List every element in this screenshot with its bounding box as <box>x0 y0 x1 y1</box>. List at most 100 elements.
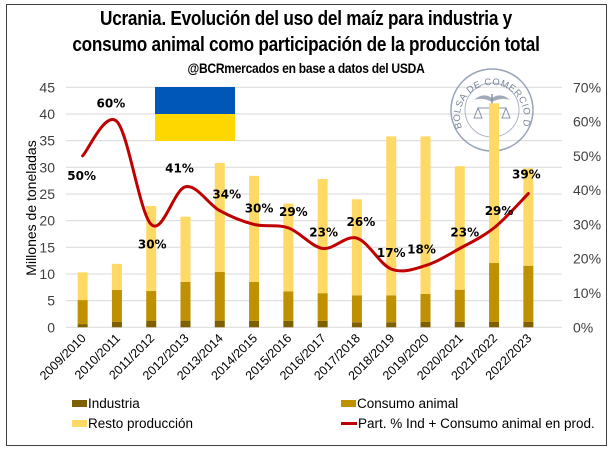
bar-industria <box>386 322 397 328</box>
line-data-label: 23% <box>309 225 338 239</box>
bar-consumo <box>386 295 397 323</box>
y2-tick-label: 10% <box>573 285 601 301</box>
bar-consumo <box>454 289 465 322</box>
bar-consumo <box>249 281 260 321</box>
chart-subtitle: @BCRmercados en base a datos del USDA <box>187 60 425 76</box>
bar-industria <box>77 324 88 328</box>
bar-industria <box>249 320 260 328</box>
line-data-label: 41% <box>165 162 194 176</box>
data-labels: 50%60%30%41%34%30% 29%23%26%17% 18%23%29%3… <box>67 97 540 260</box>
bar-industria <box>283 320 294 328</box>
y-tick-label: 10 <box>39 266 55 282</box>
bar-resto <box>489 103 500 264</box>
bar-consumo <box>523 265 534 322</box>
bar-industria <box>489 321 500 328</box>
bar-industria <box>523 321 534 328</box>
y-tick-label: 0 <box>47 319 55 335</box>
y2-tick-label: 40% <box>573 182 601 198</box>
bar-resto <box>77 272 88 301</box>
x-axis: 2009/20102010/20112011/20122012/20132013… <box>37 331 534 383</box>
y-tick-label: 20 <box>39 213 55 229</box>
y2-tick-label: 0% <box>573 319 593 335</box>
flag-yellow-stripe <box>155 114 235 141</box>
legend-swatch-consumo <box>341 400 356 407</box>
bar-resto <box>420 136 431 294</box>
line-data-label: 60% <box>97 97 126 111</box>
seal-text: BOLSA DE COMERCIO DE ROSARIO <box>0 0 532 130</box>
line-data-label: 30% <box>245 201 274 215</box>
y2-tick-label: 20% <box>573 251 601 267</box>
line-data-label: 34% <box>212 188 241 202</box>
y-tick-label: 35 <box>39 133 55 149</box>
flag-blue-stripe <box>155 87 235 114</box>
bcr-seal-icon: BOLSA DE COMERCIO DE ROSARIO <box>0 0 534 152</box>
bar-consumo <box>420 293 431 322</box>
legend-item-consumo: Consumo animal <box>341 396 458 411</box>
bar-resto <box>283 203 294 292</box>
line-data-label: 50% <box>67 169 96 183</box>
bar-resto <box>317 179 328 294</box>
bar-consumo <box>77 300 88 325</box>
bar-resto <box>523 168 534 266</box>
y-tick-label: 25 <box>39 186 55 202</box>
y2-tick-label: 70% <box>573 79 601 95</box>
bar-resto <box>214 163 225 272</box>
bar-resto <box>180 216 191 282</box>
line-data-label: 30% <box>138 237 167 251</box>
legend-swatch-resto <box>72 420 87 427</box>
bar-industria <box>111 321 122 328</box>
bar-resto <box>351 199 362 296</box>
legend-label-resto: Resto producción <box>88 416 194 431</box>
line-data-label: 18% <box>407 243 436 257</box>
bar-resto <box>454 166 465 290</box>
y-tick-label: 45 <box>39 79 55 95</box>
bar-industria <box>351 322 362 328</box>
legend-label-consumo: Consumo animal <box>357 396 459 411</box>
bar-consumo <box>146 291 157 321</box>
bar-industria <box>420 321 431 328</box>
chart-frame <box>6 4 607 446</box>
bar-resto <box>386 136 397 296</box>
bar-resto <box>111 263 122 290</box>
chart-title-line2: consumo animal como participación de la … <box>72 34 540 56</box>
y-tick-label: 15 <box>39 239 55 255</box>
line-data-label: 26% <box>347 215 376 229</box>
bar-industria <box>454 321 465 328</box>
y2-tick-label: 50% <box>573 148 601 164</box>
legend-swatch-line <box>341 422 357 425</box>
bar-consumo <box>180 281 191 321</box>
bar-consumo <box>111 289 122 322</box>
chart-title-line1: Ucrania. Evolución del uso del maíz para… <box>100 8 512 30</box>
legend-swatch-industria <box>72 400 87 407</box>
y-tick-label: 5 <box>47 293 55 309</box>
bar-resto <box>249 175 260 282</box>
bars <box>77 103 534 328</box>
legend-item-resto: Resto producción <box>72 416 193 431</box>
line-data-label: 17% <box>377 246 406 260</box>
bar-consumo <box>489 263 500 322</box>
y-axis-label: Millones de toneladas <box>23 140 39 275</box>
legend-item-line: Part. % Ind + Consumo animal en prod. <box>341 416 595 431</box>
y-axis-left: 0 5 10 15 20 25 30 35 40 45 <box>39 79 55 335</box>
line-data-label: 39% <box>512 168 541 182</box>
bar-industria <box>317 320 328 328</box>
legend-label-industria: Industria <box>88 396 140 411</box>
share-line <box>81 118 530 273</box>
bar-industria <box>180 320 191 328</box>
legend-item-industria: Industria <box>72 396 140 411</box>
line-data-label: 23% <box>450 225 479 239</box>
ukraine-flag <box>155 87 235 141</box>
bar-consumo <box>214 271 225 321</box>
legend-label-line: Part. % Ind + Consumo animal en prod. <box>358 416 595 431</box>
y2-tick-label: 30% <box>573 216 601 232</box>
bar-industria <box>146 320 157 328</box>
line-data-label: 29% <box>279 205 308 219</box>
line-data-label: 29% <box>485 204 514 218</box>
y-axis-right: 0% 10% 20% 30% 40% 50% 60% 70% <box>573 79 601 335</box>
bar-consumo <box>317 293 328 321</box>
bar-resto <box>146 205 157 292</box>
y-tick-label: 30 <box>39 159 55 175</box>
y2-tick-label: 60% <box>573 114 601 130</box>
bar-industria <box>214 320 225 328</box>
